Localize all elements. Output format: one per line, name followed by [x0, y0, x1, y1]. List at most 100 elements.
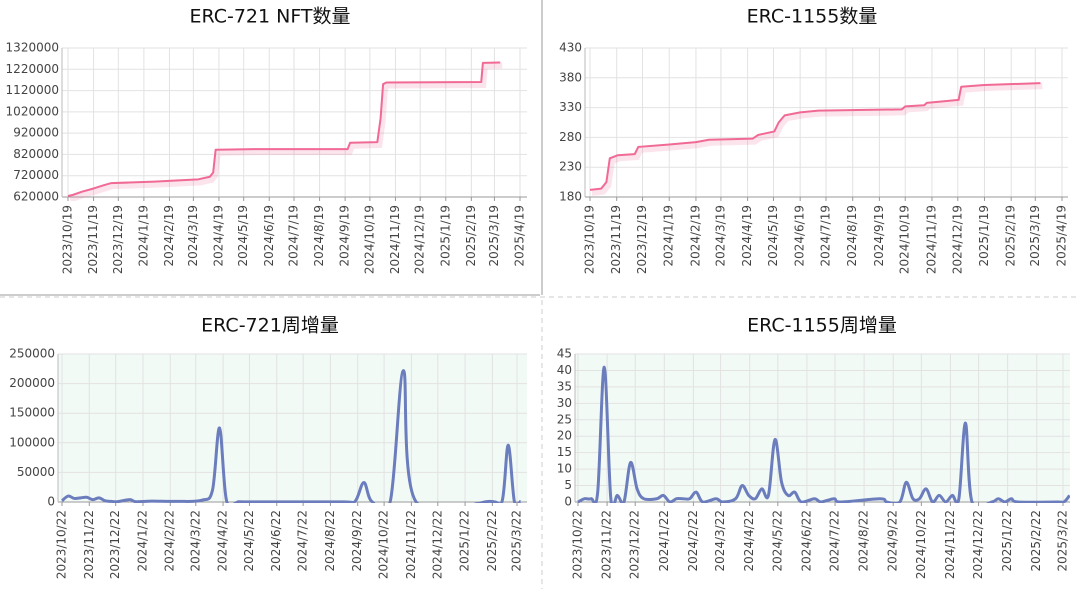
x-tick-label: 2023/10/19 [583, 205, 597, 274]
x-tick-label: 2024/3/22 [713, 510, 727, 572]
y-tick-label: 1220000 [6, 62, 59, 76]
x-tick-label: 2024/3/19 [713, 205, 727, 267]
line-shadow [591, 83, 1043, 196]
line-shadow [69, 62, 503, 201]
y-tick-label: 1120000 [6, 83, 59, 97]
y-tick-label: 15 [557, 445, 572, 459]
x-tick-label: 2024/6/19 [262, 205, 276, 267]
x-tick-label: 2024/1/22 [135, 510, 149, 572]
y-tick-label: 820000 [13, 147, 59, 161]
x-tick-label: 2024/9/22 [350, 510, 364, 572]
x-tick-label: 2024/11/19 [388, 205, 402, 274]
x-tick-label: 2024/3/19 [186, 205, 200, 267]
plot-area [575, 354, 1070, 502]
x-tick-label: 2023/11/19 [609, 205, 623, 274]
x-tick-label: 2024/12/22 [430, 510, 444, 579]
chart-title: ERC-721 NFT数量 [189, 6, 350, 28]
y-tick-label: 25 [557, 412, 572, 426]
x-tick-label: 2024/8/19 [845, 205, 859, 267]
x-tick-label: 2024/2/22 [686, 510, 700, 572]
x-tick-label: 2025/3/22 [510, 510, 524, 572]
x-tick-label: 2024/7/22 [296, 510, 310, 572]
x-tick-label: 2025/2/22 [1029, 510, 1043, 572]
series-line [67, 61, 501, 197]
y-tick-label: 40 [557, 363, 572, 377]
y-tick-label: 380 [559, 70, 582, 84]
x-tick-label: 2024/2/22 [163, 510, 177, 572]
x-tick-label: 2024/8/22 [323, 510, 337, 572]
x-tick-label: 2024/1/19 [136, 205, 150, 267]
x-tick-label: 2025/1/19 [438, 205, 452, 267]
chart-title: ERC-721周增量 [201, 315, 339, 337]
x-tick-label: 2023/11/22 [82, 510, 96, 579]
x-tick-label: 2024/6/19 [793, 205, 807, 267]
y-tick-label: 200000 [9, 376, 55, 390]
x-tick-label: 2024/7/19 [287, 205, 301, 267]
y-tick-label: 50000 [17, 465, 55, 479]
x-tick-label: 2023/12/19 [111, 205, 125, 274]
x-tick-label: 2024/6/22 [799, 510, 813, 572]
y-tick-label: 1020000 [6, 104, 59, 118]
x-tick-label: 2024/5/22 [242, 510, 256, 572]
x-tick-label: 2024/5/22 [770, 510, 784, 572]
x-tick-label: 2024/7/19 [819, 205, 833, 267]
chart-title: ERC-1155数量 [747, 6, 878, 28]
x-tick-label: 2024/6/22 [269, 510, 283, 572]
y-tick-label: 430 [559, 41, 582, 55]
x-tick-label: 2025/2/19 [1004, 205, 1018, 267]
x-tick-label: 2024/10/19 [362, 205, 376, 274]
x-tick-label: 2024/12/19 [950, 205, 964, 274]
y-tick-label: 0 [47, 495, 55, 509]
y-tick-label: 30 [557, 396, 572, 410]
x-tick-label: 2025/3/19 [487, 205, 501, 267]
chart-title: ERC-1155周增量 [747, 315, 897, 337]
x-tick-label: 2024/4/19 [740, 205, 754, 267]
x-tick-label: 2024/1/22 [657, 510, 671, 572]
x-tick-label: 2024/12/22 [971, 510, 985, 579]
x-tick-label: 2024/5/19 [766, 205, 780, 267]
y-tick-label: 20 [557, 429, 572, 443]
x-tick-label: 2023/12/22 [628, 510, 642, 579]
series-line [589, 82, 1041, 191]
x-tick-label: 2025/3/19 [1028, 205, 1042, 267]
y-tick-label: 250000 [9, 347, 55, 361]
x-tick-label: 2024/3/22 [188, 510, 202, 572]
x-tick-label: 2024/4/19 [211, 205, 225, 267]
x-tick-label: 2023/10/19 [61, 205, 75, 274]
x-tick-label: 2024/9/22 [886, 510, 900, 572]
y-tick-label: 100000 [9, 435, 55, 449]
x-tick-label: 2024/11/19 [924, 205, 938, 274]
y-tick-label: 5 [564, 478, 572, 492]
x-tick-label: 2025/2/22 [485, 510, 499, 572]
y-tick-label: 720000 [13, 168, 59, 182]
y-tick-label: 230 [559, 160, 582, 174]
x-tick-label: 2024/11/22 [943, 510, 957, 579]
y-tick-label: 620000 [13, 190, 59, 204]
x-tick-label: 2024/7/22 [828, 510, 842, 572]
x-tick-label: 2024/4/22 [742, 510, 756, 572]
x-tick-label: 2023/12/22 [108, 510, 122, 579]
x-tick-label: 2023/10/22 [571, 510, 585, 579]
x-tick-label: 2025/3/22 [1056, 510, 1070, 572]
x-tick-label: 2024/2/19 [688, 205, 702, 267]
x-tick-label: 2023/12/19 [635, 205, 649, 274]
y-tick-label: 280 [559, 130, 582, 144]
x-tick-label: 2024/9/19 [338, 205, 352, 267]
x-tick-label: 2024/8/19 [312, 205, 326, 267]
x-tick-label: 2025/2/19 [464, 205, 478, 267]
series-line [577, 365, 1070, 503]
plot-area [58, 354, 527, 502]
x-tick-label: 2023/11/19 [86, 205, 100, 274]
x-tick-label: 2023/11/22 [600, 510, 614, 579]
y-tick-label: 10 [557, 462, 572, 476]
x-tick-label: 2024/11/22 [404, 510, 418, 579]
y-tick-label: 0 [564, 495, 572, 509]
x-tick-label: 2023/10/22 [55, 510, 69, 579]
x-tick-label: 2025/1/22 [1000, 510, 1014, 572]
x-tick-label: 2024/8/22 [857, 510, 871, 572]
y-tick-label: 1320000 [6, 41, 59, 55]
y-tick-label: 45 [557, 347, 572, 361]
x-tick-label: 2024/2/19 [162, 205, 176, 267]
x-tick-label: 2024/5/19 [236, 205, 250, 267]
